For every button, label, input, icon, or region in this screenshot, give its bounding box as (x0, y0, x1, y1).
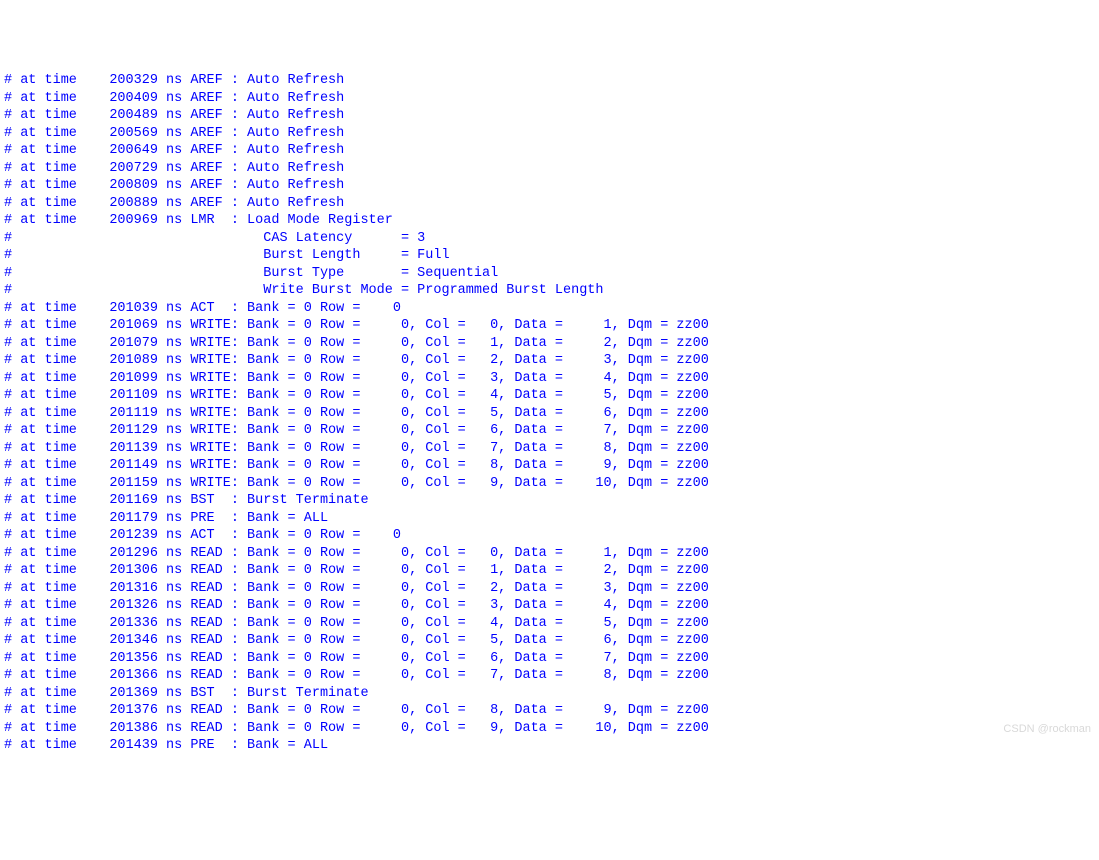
log-line: # at time 200889 ns AREF : Auto Refresh (4, 195, 1095, 213)
log-line: # at time 200489 ns AREF : Auto Refresh (4, 107, 1095, 125)
log-line: # at time 201306 ns READ : Bank = 0 Row … (4, 562, 1095, 580)
log-line: # at time 201439 ns PRE : Bank = ALL (4, 737, 1095, 755)
log-line: # at time 200809 ns AREF : Auto Refresh (4, 177, 1095, 195)
log-line: # at time 201159 ns WRITE: Bank = 0 Row … (4, 475, 1095, 493)
log-line: # at time 201346 ns READ : Bank = 0 Row … (4, 632, 1095, 650)
log-line: # at time 201079 ns WRITE: Bank = 0 Row … (4, 335, 1095, 353)
log-line: # at time 201139 ns WRITE: Bank = 0 Row … (4, 440, 1095, 458)
log-line: # at time 200729 ns AREF : Auto Refresh (4, 160, 1095, 178)
log-line: # at time 201369 ns BST : Burst Terminat… (4, 685, 1095, 703)
log-line: # at time 201089 ns WRITE: Bank = 0 Row … (4, 352, 1095, 370)
log-line: # at time 201179 ns PRE : Bank = ALL (4, 510, 1095, 528)
log-line: # Burst Length = Full (4, 247, 1095, 265)
log-line: # at time 201149 ns WRITE: Bank = 0 Row … (4, 457, 1095, 475)
log-line: # at time 200409 ns AREF : Auto Refresh (4, 90, 1095, 108)
log-line: # Burst Type = Sequential (4, 265, 1095, 283)
log-line: # at time 201169 ns BST : Burst Terminat… (4, 492, 1095, 510)
log-line: # at time 201109 ns WRITE: Bank = 0 Row … (4, 387, 1095, 405)
log-line: # at time 201336 ns READ : Bank = 0 Row … (4, 615, 1095, 633)
log-line: # at time 201239 ns ACT : Bank = 0 Row =… (4, 527, 1095, 545)
log-line: # at time 200329 ns AREF : Auto Refresh (4, 72, 1095, 90)
log-line: # CAS Latency = 3 (4, 230, 1095, 248)
log-line: # at time 201366 ns READ : Bank = 0 Row … (4, 667, 1095, 685)
log-line: # at time 200969 ns LMR : Load Mode Regi… (4, 212, 1095, 230)
log-line: # at time 201386 ns READ : Bank = 0 Row … (4, 720, 1095, 738)
log-line: # at time 201129 ns WRITE: Bank = 0 Row … (4, 422, 1095, 440)
log-line: # at time 200569 ns AREF : Auto Refresh (4, 125, 1095, 143)
log-line: # at time 201296 ns READ : Bank = 0 Row … (4, 545, 1095, 563)
log-line: # at time 201099 ns WRITE: Bank = 0 Row … (4, 370, 1095, 388)
log-line: # at time 201069 ns WRITE: Bank = 0 Row … (4, 317, 1095, 335)
log-line: # at time 201356 ns READ : Bank = 0 Row … (4, 650, 1095, 668)
log-line: # at time 201119 ns WRITE: Bank = 0 Row … (4, 405, 1095, 423)
log-line: # at time 200649 ns AREF : Auto Refresh (4, 142, 1095, 160)
simulation-log: # at time 200329 ns AREF : Auto Refresh#… (4, 72, 1095, 755)
log-line: # at time 201326 ns READ : Bank = 0 Row … (4, 597, 1095, 615)
log-line: # Write Burst Mode = Programmed Burst Le… (4, 282, 1095, 300)
log-line: # at time 201376 ns READ : Bank = 0 Row … (4, 702, 1095, 720)
log-line: # at time 201316 ns READ : Bank = 0 Row … (4, 580, 1095, 598)
log-line: # at time 201039 ns ACT : Bank = 0 Row =… (4, 300, 1095, 318)
